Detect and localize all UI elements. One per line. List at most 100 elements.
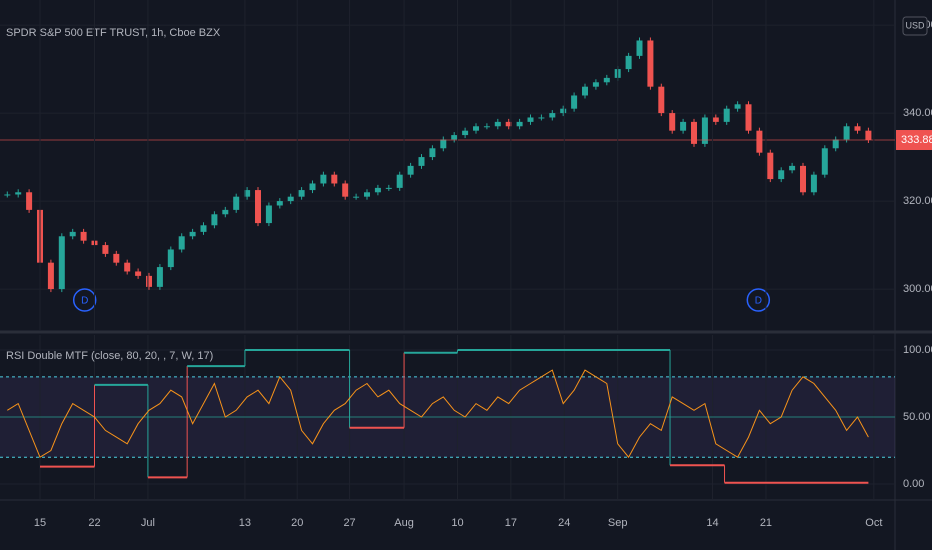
last-price-label: 333.88 [901,134,932,146]
candle [734,104,741,109]
x-tick-label: Oct [865,517,882,529]
candle [832,139,839,149]
candle [407,165,414,175]
x-tick-label: 17 [505,517,517,529]
candle [342,183,349,197]
candle [473,126,480,131]
unit-label: USD [905,20,925,30]
candle [26,192,33,210]
candle [331,174,338,184]
candle [418,157,425,166]
candle [701,117,708,144]
candle [712,117,719,122]
candle [440,139,447,149]
candle [592,82,599,87]
candle [364,192,371,197]
candle [4,194,11,196]
y-tick-label: 300.00 [903,283,932,295]
candle [167,249,174,268]
candle [560,108,567,114]
x-tick-label: 13 [239,517,251,529]
candle [789,165,796,171]
y-tick-label: 50.00 [903,411,931,423]
candle [287,196,294,202]
candle [374,187,381,193]
candle [113,253,120,263]
candle [396,174,403,188]
candle [516,121,523,127]
candle [582,86,589,96]
candle [80,231,87,241]
candle [669,113,676,131]
x-tick-label: Jul [141,517,155,529]
candle [745,104,752,131]
candle [385,187,392,189]
candle [680,121,687,131]
candle [58,236,65,290]
candle [505,121,512,127]
candle [298,190,305,197]
candle [146,275,153,287]
x-tick-label: 24 [558,517,570,529]
candle [865,130,872,141]
y-tick-label: 0.00 [903,478,924,490]
candle [625,55,632,70]
candle [691,121,698,144]
y-tick-label: 340.00 [903,107,932,119]
candle [15,192,22,195]
candle [821,148,828,175]
candle [178,236,185,250]
x-tick-label: Aug [394,517,414,529]
candle [309,183,316,191]
candle [723,108,730,122]
candle [233,196,240,210]
candle [538,117,545,119]
dividend-label: D [755,296,762,307]
candle [494,121,501,127]
candle [276,201,283,206]
candle [353,196,360,198]
chart-title: SPDR S&P 500 ETF TRUST, 1h, Cboe BZX [6,27,221,39]
candle [124,262,131,272]
candle [102,245,109,254]
candle [200,225,207,232]
candle [255,190,262,224]
x-tick-label: Sep [608,517,628,529]
x-tick-label: 14 [706,517,718,529]
indicator-title: RSI Double MTF (close, 80, 20, , 7, W, 1… [6,350,213,362]
candle [265,205,272,224]
candle [756,130,763,153]
x-tick-label: 22 [88,517,100,529]
candle [647,40,654,87]
candle [135,271,142,276]
candle [211,214,218,226]
candle [69,231,76,237]
candle [810,174,817,193]
candle [636,40,643,56]
candle [47,262,54,290]
y-tick-label: 100.00 [903,344,932,356]
x-tick-label: 10 [451,517,463,529]
candle [854,126,861,131]
y-tick-label: 320.00 [903,195,932,207]
candle [603,77,610,83]
candle [843,126,850,140]
x-tick-label: 21 [760,517,772,529]
candle [778,170,785,180]
dividend-marker [746,288,771,312]
x-tick-label: 27 [343,517,355,529]
last-price-box [896,130,932,151]
candle [483,126,490,128]
candle [156,267,163,287]
candle [189,231,196,237]
unit-box [902,16,928,36]
x-tick-label: 15 [34,517,46,529]
candle [767,152,774,180]
candle [320,174,327,184]
candle [462,130,469,136]
candle [451,135,458,140]
candle [222,209,229,215]
